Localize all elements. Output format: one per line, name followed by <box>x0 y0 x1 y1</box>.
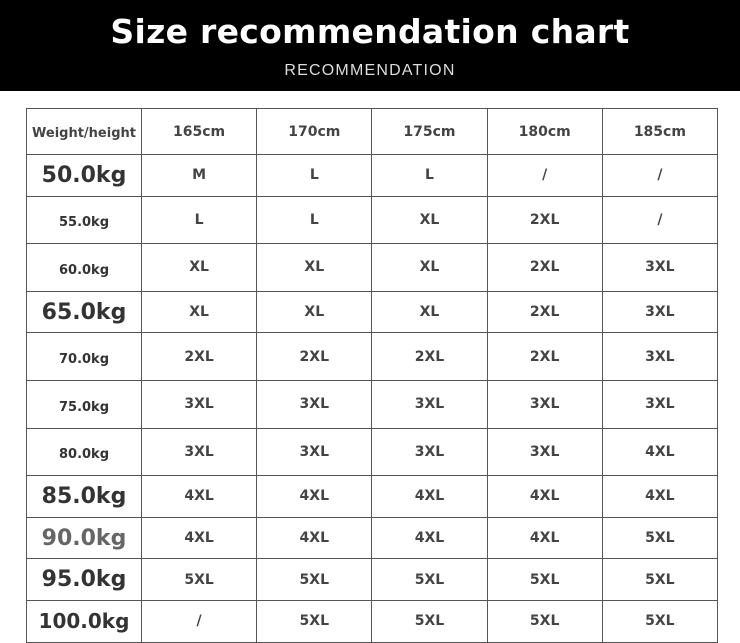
size-cell: 3XL <box>601 243 719 292</box>
size-cell: 2XL <box>486 243 603 292</box>
header-banner: Size recommendation chart RECOMMENDATION <box>0 0 740 91</box>
size-cell: 5XL <box>371 558 488 601</box>
table-row: 65.0kg XL XL XL 2XL 3XL <box>26 290 719 334</box>
size-cell: 5XL <box>140 558 258 601</box>
size-cell: 5XL <box>256 558 373 601</box>
page-subtitle: RECOMMENDATION <box>284 62 456 79</box>
size-cell: 4XL <box>486 475 603 518</box>
size-cell: 5XL <box>486 599 603 643</box>
size-cell: 3XL <box>486 379 603 429</box>
size-cell: 5XL <box>486 558 603 601</box>
size-cell: 3XL <box>256 379 373 429</box>
size-cell: XL <box>371 243 488 292</box>
size-cell: 5XL <box>601 599 719 643</box>
size-cell: 3XL <box>371 427 488 477</box>
weight-cell: 80.0kg <box>26 427 142 477</box>
table-row: 85.0kg 4XL 4XL 4XL 4XL 4XL <box>26 475 719 518</box>
height-header: 170cm <box>256 108 373 155</box>
size-cell: 3XL <box>371 379 488 429</box>
weight-cell: 65.0kg <box>26 290 142 334</box>
size-cell: 3XL <box>256 427 373 477</box>
table-row: 95.0kg 5XL 5XL 5XL 5XL 5XL <box>26 558 719 601</box>
size-cell: / <box>140 599 258 643</box>
weight-cell: 60.0kg <box>26 243 142 292</box>
table-row: 90.0kg 4XL 4XL 4XL 4XL 5XL <box>26 516 719 560</box>
size-cell: 2XL <box>256 332 373 381</box>
size-cell: 2XL <box>486 290 603 334</box>
weight-cell: 90.0kg <box>26 516 142 560</box>
table-row: 55.0kg L L XL 2XL / <box>26 195 719 245</box>
page-title: Size recommendation chart <box>110 12 630 51</box>
size-cell: 5XL <box>371 599 488 643</box>
weight-cell: 85.0kg <box>26 475 142 518</box>
size-cell: L <box>140 195 258 245</box>
size-cell: 4XL <box>140 475 258 518</box>
size-cell: L <box>256 154 373 197</box>
size-cell: 4XL <box>601 427 719 477</box>
size-cell: 3XL <box>601 379 719 429</box>
table-row: 60.0kg XL XL XL 2XL 3XL <box>26 243 719 292</box>
table-row: 50.0kg M L L / / <box>26 154 719 197</box>
size-cell: 4XL <box>601 475 719 518</box>
table-row: 70.0kg 2XL 2XL 2XL 2XL 3XL <box>26 332 719 381</box>
size-cell: 2XL <box>486 195 603 245</box>
size-cell: 4XL <box>140 516 258 560</box>
size-cell: / <box>601 195 719 245</box>
size-cell: 3XL <box>140 427 258 477</box>
size-cell: 2XL <box>486 332 603 381</box>
size-cell: 4XL <box>256 516 373 560</box>
size-cell: 3XL <box>601 290 719 334</box>
weight-cell: 75.0kg <box>26 379 142 429</box>
size-cell: / <box>486 154 603 197</box>
size-cell: XL <box>371 195 488 245</box>
weight-cell: 70.0kg <box>26 332 142 381</box>
size-cell: 4XL <box>371 516 488 560</box>
size-cell: M <box>140 154 258 197</box>
size-cell: XL <box>371 290 488 334</box>
size-cell: XL <box>140 243 258 292</box>
size-cell: 2XL <box>140 332 258 381</box>
size-cell: 4XL <box>486 516 603 560</box>
height-header: 165cm <box>140 108 258 155</box>
height-header: 180cm <box>486 108 603 155</box>
size-cell: 4XL <box>256 475 373 518</box>
height-header: 185cm <box>601 108 719 155</box>
corner-header: Weight/height <box>26 108 142 155</box>
table-row: 100.0kg/5XL 5XL 5XL 5XL <box>26 599 719 643</box>
size-cell: XL <box>256 243 373 292</box>
size-cell: 3XL <box>601 332 719 381</box>
size-cell: L <box>256 195 373 245</box>
size-cell: / <box>601 154 719 197</box>
size-cell: 5XL <box>601 558 719 601</box>
size-cell: 3XL <box>140 379 258 429</box>
weight-cell: 50.0kg <box>26 154 142 197</box>
size-cell: 2XL <box>371 332 488 381</box>
weight-cell: 55.0kg <box>26 195 142 245</box>
size-cell: 3XL <box>486 427 603 477</box>
size-cell: 5XL <box>601 516 719 560</box>
size-cell: 4XL <box>371 475 488 518</box>
weight-cell: 100.0kg <box>26 599 142 643</box>
size-cell: XL <box>256 290 373 334</box>
weight-cell: 95.0kg <box>26 558 142 601</box>
size-table: Weight/height 165cm 170cm 175cm 180cm 18… <box>26 108 719 643</box>
table-header-row: Weight/height 165cm 170cm 175cm 180cm 18… <box>26 108 719 155</box>
size-cell: XL <box>140 290 258 334</box>
table-row: 75.0kg 3XL 3XL 3XL 3XL 3XL <box>26 379 719 429</box>
size-cell: L <box>371 154 488 197</box>
size-cell: 5XL <box>256 599 373 643</box>
table-row: 80.0kg 3XL 3XL 3XL 3XL 4XL <box>26 427 719 477</box>
height-header: 175cm <box>371 108 488 155</box>
